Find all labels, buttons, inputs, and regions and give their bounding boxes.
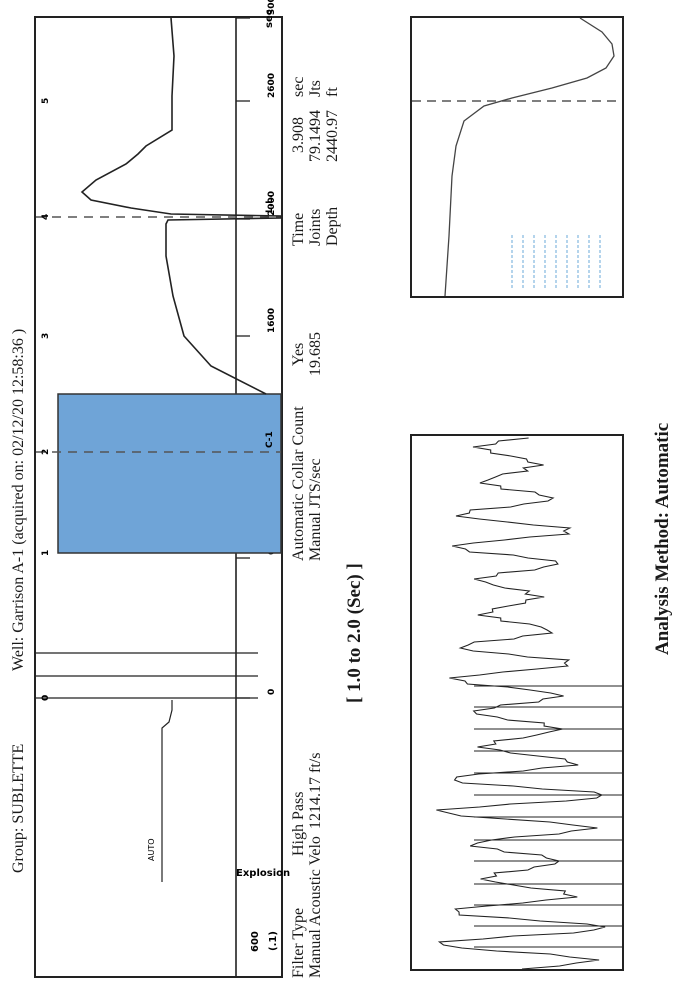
joint-marker-label: 5	[41, 98, 51, 104]
main-trace	[80, 17, 282, 395]
joint-marker-label: 4	[41, 214, 51, 220]
well-label: Well: Garrison A-1 (acquired on: 02/12/2…	[10, 328, 27, 671]
top-label: 600	[250, 931, 261, 952]
velocity-value: 1214.17	[307, 777, 324, 829]
waveform-trace	[436, 437, 606, 970]
x-tick-label: 0	[267, 689, 277, 695]
filter-type-label: Filter Type	[290, 907, 307, 978]
group-label: Group: SUBLETTE	[10, 743, 27, 873]
time-value: 3.908	[290, 117, 307, 153]
range-fill-rect	[57, 393, 282, 554]
analysis-method: Analysis Method: Automatic	[652, 422, 673, 655]
zoom-panel	[410, 16, 624, 298]
time-unit: sec	[290, 76, 307, 97]
explosion-label: Explosion	[236, 868, 290, 879]
joint-marker-label: 1	[41, 550, 51, 556]
c1-label: C-1	[265, 431, 275, 448]
auto-collar-label: Automatic Collar Count	[290, 406, 307, 561]
faint-lines	[511, 234, 601, 288]
velocity-label: Manual Acoustic Velo	[307, 836, 324, 978]
joint-marker-label: 3	[41, 333, 51, 339]
auto-label: AUTO	[147, 838, 156, 861]
joint-marker-label: 2	[41, 449, 51, 455]
x-tick-label: 2000	[267, 191, 277, 216]
x-axis-label: (.1)	[268, 931, 279, 951]
depth-unit: ft	[324, 87, 341, 97]
filter-type-value: High Pass	[290, 791, 307, 856]
x-ticks: 060010001600200026003000	[236, 0, 277, 699]
x-tick-label: 3000	[267, 0, 277, 15]
waveform-svg	[436, 437, 622, 970]
waveform-panel	[410, 434, 624, 971]
x-tick-label: 2600	[267, 73, 277, 98]
velocity-unit: ft/s	[307, 752, 324, 773]
depth-value: 2440.97	[324, 110, 341, 162]
explosion-trace	[161, 700, 173, 882]
ll-label: L.L.	[265, 195, 275, 213]
collar-lines	[474, 685, 622, 948]
time-label: Time	[290, 212, 307, 246]
auto-collar-value: Yes	[290, 342, 307, 366]
depth-label: Depth	[324, 206, 341, 246]
main-chart-panel: 060010001600200026003000 Explosion AUTO …	[34, 0, 290, 978]
joints-value: 79.1494	[307, 110, 324, 162]
x-tick-label: 1600	[267, 308, 277, 333]
jts-label: Manual JTS/sec	[307, 458, 324, 561]
joints-label: Joints	[307, 208, 324, 246]
x-unit-label: sec	[264, 9, 275, 28]
joint-marker-label: 0	[41, 695, 51, 701]
joints-unit: Jts	[307, 80, 324, 97]
zoom-svg	[412, 17, 622, 297]
joint-markers: 0 1 2 3 4 5	[41, 98, 51, 701]
range-label: [ 1.0 to 2.0 (Sec) ]	[344, 563, 365, 703]
jts-value: 19.685	[307, 332, 324, 376]
zoom-trace	[444, 17, 615, 297]
main-chart-svg: 060010001600200026003000 Explosion AUTO …	[36, 0, 290, 976]
